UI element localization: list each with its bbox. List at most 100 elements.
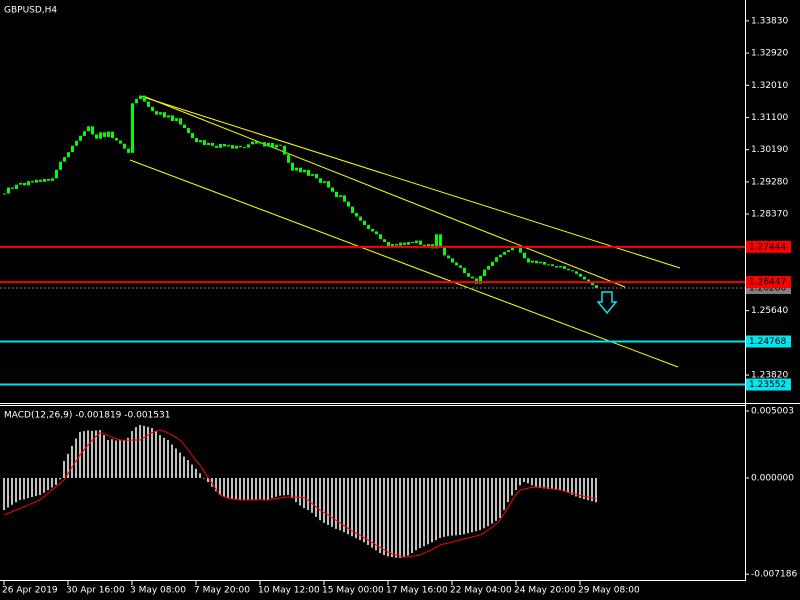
macd-bar bbox=[311, 477, 313, 513]
macd-bar bbox=[595, 477, 597, 503]
candle bbox=[63, 157, 66, 162]
macd-bar bbox=[543, 477, 545, 489]
candle bbox=[135, 99, 138, 104]
candle bbox=[159, 112, 162, 115]
candle bbox=[535, 260, 538, 264]
candle bbox=[235, 145, 238, 149]
trend-line bbox=[142, 95, 626, 288]
macd-bar bbox=[587, 477, 589, 501]
candle bbox=[87, 126, 90, 132]
candle bbox=[327, 181, 330, 188]
macd-bar bbox=[403, 477, 405, 558]
candle bbox=[171, 115, 174, 122]
level-box bbox=[746, 378, 791, 391]
macd-bar bbox=[467, 477, 469, 534]
macd-bar bbox=[27, 477, 29, 499]
candle bbox=[531, 260, 534, 263]
candle bbox=[419, 240, 422, 245]
candle bbox=[119, 140, 122, 144]
candle bbox=[575, 271, 578, 274]
macd-bar bbox=[527, 477, 529, 484]
x-tick-label: 29 May 08:00 bbox=[578, 586, 640, 596]
candle bbox=[223, 144, 226, 147]
y-tick-label: 1.30190 bbox=[751, 145, 788, 155]
macd-bar bbox=[363, 477, 365, 543]
candle bbox=[255, 141, 258, 144]
candle bbox=[123, 143, 126, 149]
macd-bar bbox=[415, 477, 417, 551]
macd-bar bbox=[483, 477, 485, 529]
macd-bar bbox=[447, 477, 449, 537]
macd-bar bbox=[95, 430, 97, 478]
candle bbox=[111, 131, 114, 138]
candle bbox=[483, 269, 486, 276]
candle bbox=[495, 257, 498, 262]
candle bbox=[103, 132, 106, 137]
macd-bar bbox=[487, 477, 489, 527]
macd-bar bbox=[567, 477, 569, 493]
candle bbox=[115, 137, 118, 141]
macd-bar bbox=[435, 477, 437, 541]
candle bbox=[523, 252, 526, 259]
candle bbox=[23, 182, 26, 186]
macd-bar bbox=[319, 477, 321, 521]
macd-bar bbox=[519, 477, 521, 486]
candle bbox=[355, 212, 358, 217]
macd-bar bbox=[431, 477, 433, 543]
macd-bar bbox=[175, 448, 177, 478]
candle bbox=[539, 261, 542, 264]
macd-bar bbox=[575, 477, 577, 497]
candle bbox=[319, 178, 322, 183]
candle bbox=[487, 266, 490, 270]
candle bbox=[455, 262, 458, 266]
candle bbox=[291, 162, 294, 171]
candle bbox=[259, 142, 262, 144]
macd-bar bbox=[539, 477, 541, 489]
macd-bar bbox=[11, 477, 13, 505]
macd-bar bbox=[571, 477, 573, 495]
candle bbox=[407, 242, 410, 245]
candle bbox=[91, 126, 94, 135]
candle bbox=[143, 95, 146, 102]
macd-bar bbox=[455, 477, 457, 536]
macd-bar bbox=[327, 477, 329, 526]
candle bbox=[243, 147, 246, 149]
candle bbox=[367, 225, 370, 229]
macd-bar bbox=[367, 477, 369, 545]
candle bbox=[7, 187, 10, 194]
macd-bar bbox=[275, 477, 277, 497]
candle bbox=[107, 131, 110, 137]
candle bbox=[571, 270, 574, 272]
x-tick-label: 7 May 20:00 bbox=[194, 586, 250, 596]
macd-bar bbox=[147, 426, 149, 478]
candle bbox=[303, 169, 306, 173]
candle bbox=[39, 179, 42, 182]
macd-bar bbox=[219, 477, 221, 496]
down-arrow bbox=[596, 291, 618, 315]
macd-bar bbox=[463, 477, 465, 535]
candle bbox=[59, 161, 62, 170]
macd-bar bbox=[547, 477, 549, 489]
candle bbox=[3, 193, 6, 195]
macd-bar bbox=[203, 477, 205, 479]
macd-bar bbox=[115, 440, 117, 478]
macd-bar bbox=[143, 425, 145, 478]
candle bbox=[467, 273, 470, 277]
macd-bar bbox=[283, 477, 285, 496]
signal-line bbox=[3, 429, 597, 558]
candle bbox=[55, 169, 58, 179]
candle bbox=[371, 228, 374, 232]
candle bbox=[315, 174, 318, 179]
candle bbox=[567, 268, 570, 271]
macd-bar bbox=[411, 477, 413, 554]
macd-bar bbox=[247, 477, 249, 500]
macd-bar bbox=[55, 477, 57, 485]
candle bbox=[179, 118, 182, 125]
candle bbox=[283, 145, 286, 155]
macd-bar bbox=[551, 477, 553, 490]
level-label: 1.24768 bbox=[749, 337, 786, 347]
macd-bar bbox=[583, 477, 585, 500]
candle bbox=[211, 142, 214, 146]
